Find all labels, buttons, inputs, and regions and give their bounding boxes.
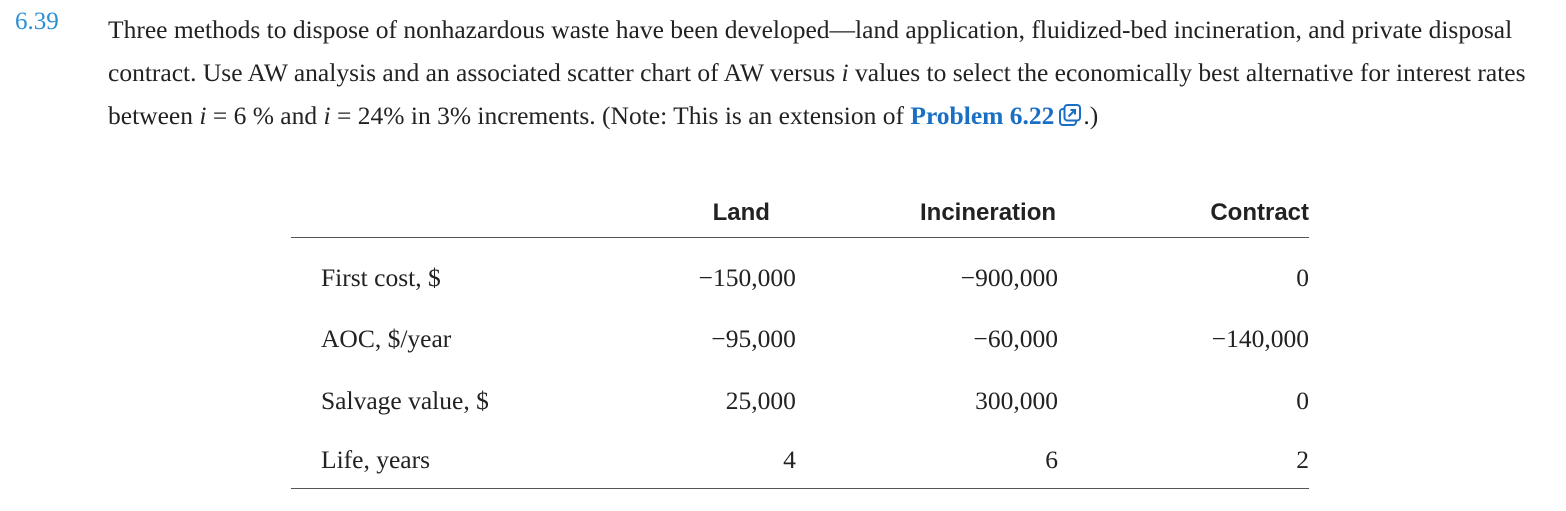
table-row: First cost, $ −150,000 −900,000 0 [291,238,1309,309]
cell-contract: 0 [1296,386,1309,415]
problem-link-label: Problem 6.22 [910,101,1055,130]
row-label: AOC, $/year [321,324,452,353]
row-label: Life, years [291,432,555,489]
table-row: AOC, $/year −95,000 −60,000 −140,000 [291,308,1309,370]
cost-comparison-table: Land Incineration Contract First cost, $… [291,188,1309,489]
external-link-icon [1058,97,1082,140]
cell-incineration: −60,000 [973,324,1059,353]
variable-i: i [199,101,207,130]
cell-incineration: 6 [795,432,1059,489]
cell-contract: 0 [1296,263,1309,292]
problem-text-part: .) [1083,101,1099,130]
cell-land: 4 [554,432,796,489]
cell-land: −150,000 [698,263,796,292]
problem-statement: Three methods to dispose of nonhazardous… [108,8,1528,140]
problem-link[interactable]: Problem 6.22 [910,101,1083,130]
variable-i: i [323,101,331,130]
problem-text-part: values to select the economically best a… [108,58,1526,130]
problem-text-part: = 24% in 3% increments. (Note: This is a… [330,101,911,130]
table-row: Life, years 4 6 2 [291,432,1309,489]
cell-land: 25,000 [725,386,796,415]
header-label [291,188,555,238]
header-contract: Contract [1058,188,1309,238]
cell-incineration: −900,000 [960,263,1059,292]
table-row: Salvage value, $ 25,000 300,000 0 [291,370,1309,432]
problem-text-part: = 6 % and [206,101,324,130]
cell-incineration: 300,000 [975,386,1059,415]
problem-number: 6.39 [15,8,59,35]
cell-land: −95,000 [711,324,796,353]
cell-contract: −140,000 [1211,324,1309,353]
variable-i: i [841,58,849,87]
cell-contract: 2 [1058,432,1309,489]
row-label: Salvage value, $ [321,386,489,415]
row-label: First cost, $ [321,263,441,292]
problem-text-part: Three methods to dispose of nonhazardous… [108,15,1513,87]
table-header-row: Land Incineration Contract [291,188,1309,238]
header-land: Land [554,188,796,238]
header-incineration: Incineration [795,188,1059,238]
